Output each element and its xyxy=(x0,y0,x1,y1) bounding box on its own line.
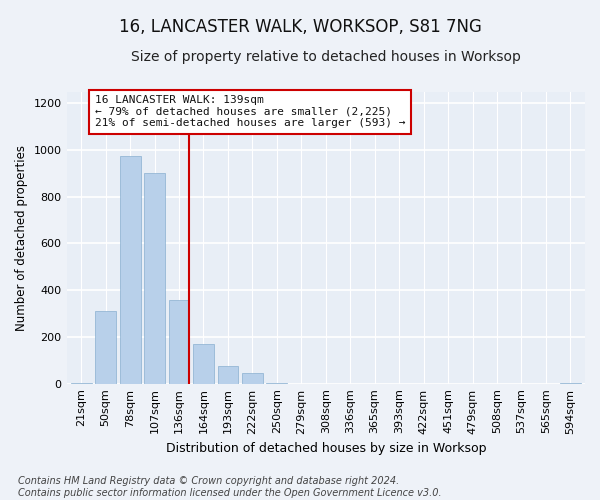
Bar xyxy=(218,366,238,384)
Bar xyxy=(120,156,140,384)
Bar xyxy=(266,382,287,384)
Text: 16 LANCASTER WALK: 139sqm
← 79% of detached houses are smaller (2,225)
21% of se: 16 LANCASTER WALK: 139sqm ← 79% of detac… xyxy=(95,95,405,128)
Bar xyxy=(193,344,214,384)
Bar xyxy=(144,174,165,384)
Bar xyxy=(169,300,190,384)
Bar xyxy=(71,382,92,384)
Text: Contains HM Land Registry data © Crown copyright and database right 2024.
Contai: Contains HM Land Registry data © Crown c… xyxy=(18,476,442,498)
Y-axis label: Number of detached properties: Number of detached properties xyxy=(15,144,28,330)
X-axis label: Distribution of detached houses by size in Worksop: Distribution of detached houses by size … xyxy=(166,442,486,455)
Bar xyxy=(95,311,116,384)
Text: 16, LANCASTER WALK, WORKSOP, S81 7NG: 16, LANCASTER WALK, WORKSOP, S81 7NG xyxy=(119,18,481,36)
Title: Size of property relative to detached houses in Worksop: Size of property relative to detached ho… xyxy=(131,50,521,64)
Bar xyxy=(560,382,581,384)
Bar xyxy=(242,373,263,384)
